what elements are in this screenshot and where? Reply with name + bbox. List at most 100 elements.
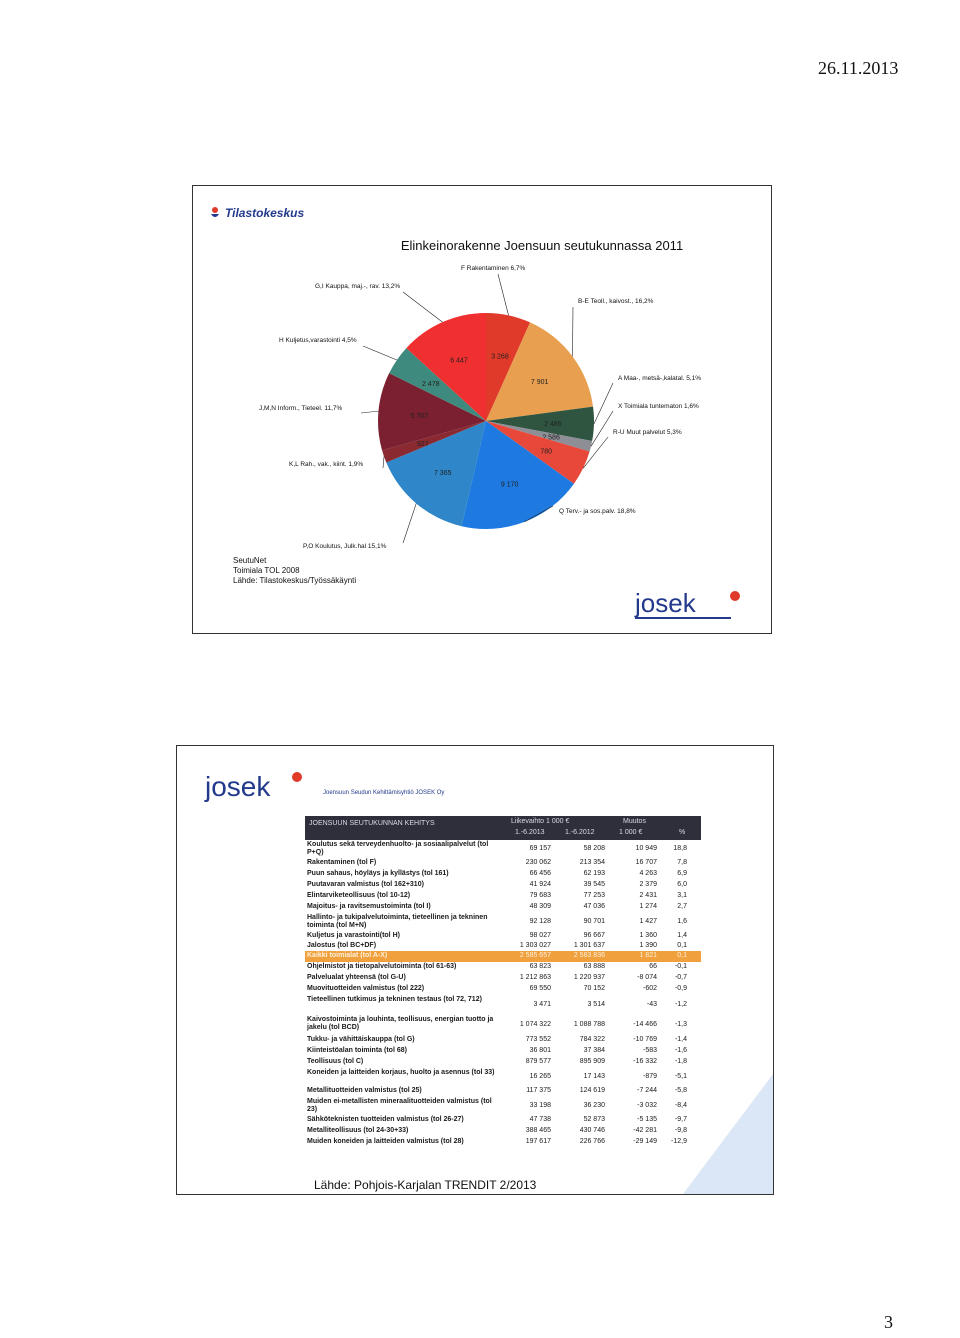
- value-2012: 96 667: [583, 932, 605, 939]
- pie-slice: [486, 322, 594, 421]
- pie-value-label: 7 901: [531, 379, 549, 386]
- pie-category-label: P,O Koulutus, Julk.hal 15,1%: [303, 543, 387, 550]
- value-2012: 895 909: [579, 1058, 605, 1065]
- row-label: Hallinto- ja tukipalvelutoiminta, tietee…: [307, 914, 488, 929]
- table-body: Koulutus sekä terveydenhuolto- ja sosiaa…: [305, 840, 701, 1148]
- value-2013: 16 265: [529, 1073, 551, 1080]
- pie-leader-line: [362, 345, 397, 361]
- table-row: Kaivostoiminta ja louhinta, teollisuus, …: [305, 1015, 701, 1035]
- row-label: Muiden koneiden ja laitteiden valmistus …: [307, 1138, 464, 1145]
- row-label: Teollisuus (tol C): [307, 1058, 364, 1065]
- josek-subtitle: Joensuun Seudun Kehittämisyhtiö JOSEK Oy: [323, 790, 445, 796]
- table-row: Muiden ei-metallisten mineraalituotteide…: [305, 1097, 701, 1115]
- row-label: Muovituotteiden valmistus (tol 222): [307, 985, 425, 992]
- value-2012: 226 766: [579, 1138, 605, 1145]
- pie-leader-line: [382, 456, 385, 469]
- change-eur: 10 949: [635, 845, 657, 852]
- row-label: Koulutus sekä terveydenhuolto- ja sosiaa…: [307, 841, 489, 856]
- change-eur: 1 390: [639, 942, 657, 949]
- pie-slice: [389, 348, 486, 421]
- row-label: Puun sahaus, höyläys ja kyllästys (tol 1…: [307, 870, 449, 877]
- table-row: Hallinto- ja tukipalvelutoiminta, tietee…: [305, 913, 701, 931]
- value-2013: 879 577: [525, 1058, 551, 1065]
- value-2012: 124 619: [579, 1087, 605, 1094]
- table-row: Palvelualat yhteensä (tol G-U) 1 212 863 1…: [305, 973, 701, 984]
- col-a: 1.-6.2013: [515, 829, 545, 836]
- row-label: Sähköteknisten tuotteiden valmistus (tol…: [307, 1116, 464, 1123]
- value-2012: 52 873: [583, 1116, 605, 1123]
- pie-leader-line: [402, 291, 443, 323]
- pie-value-label: 780: [540, 448, 552, 455]
- value-2012: 47 036: [583, 903, 605, 910]
- row-label: Tieteellinen tutkimus ja tekninen testau…: [307, 996, 482, 1003]
- value-2013: 69 550: [529, 985, 551, 992]
- josek-header: josek Joensuun Seudun Kehittämisyhtiö JO…: [203, 768, 444, 802]
- pie-value-label: 9 170: [501, 482, 519, 489]
- pie-category-label: K,L Rah., vak., kiint. 1,9%: [289, 461, 363, 468]
- pie-slice: [378, 373, 486, 451]
- pie-category-label: G,I Kauppa, maj.-, rav. 13,2%: [315, 283, 400, 290]
- col-b: 1.-6.2012: [565, 829, 595, 836]
- table-row: Kiinteistöalan toiminta (tol 68) 36 801 37…: [305, 1046, 701, 1057]
- value-2013: 63 823: [529, 963, 551, 970]
- source-line: Toimiala TOL 2008: [233, 566, 300, 575]
- change-pct: -1,4: [674, 1036, 687, 1043]
- change-eur: -3 032: [637, 1102, 657, 1109]
- change-eur: -602: [642, 985, 657, 992]
- change-pct: 6,9: [677, 870, 687, 877]
- row-label: Tukku- ja vähittäiskauppa (tol G): [307, 1036, 415, 1043]
- row-label: Kaikki toimialat (tol A-X): [307, 952, 388, 959]
- change-pct: 0,1: [677, 942, 687, 949]
- value-2012: 1 088 788: [573, 1021, 605, 1028]
- table-row: Elintarviketeollisuus (tol 10-12) 79 683 7…: [305, 891, 701, 902]
- change-eur: -42 281: [633, 1127, 657, 1134]
- pie-value-label: 3 268: [491, 354, 509, 361]
- value-2013: 92 128: [529, 918, 551, 925]
- pie-leader-line: [524, 505, 554, 523]
- change-eur: 1 427: [639, 918, 657, 925]
- table-row: Rakentaminen (tol F) 230 062 213 354 16 707…: [305, 858, 701, 869]
- value-2013: 388 465: [525, 1127, 551, 1134]
- row-label: Metalliteollisuus (tol 24-30+33): [307, 1127, 409, 1134]
- value-2012: 1 220 937: [573, 974, 605, 981]
- pie-leader-line: [590, 410, 614, 447]
- pie-value-label: 2 486: [544, 421, 562, 428]
- table-row: Puun sahaus, höyläys ja kyllästys (tol 1…: [305, 869, 701, 880]
- table-row: Jalostus (tol BC+DF) 1 303 027 1 301 637 1 …: [305, 941, 701, 951]
- change-pct: 6,0: [677, 881, 687, 888]
- row-label: Kuljetus ja varastointi(tol H): [307, 932, 400, 939]
- row-label: Koneiden ja laitteiden korjaus, huolto j…: [307, 1069, 495, 1076]
- value-2013: 1 074 322: [519, 1021, 551, 1028]
- table-row: Ohjelmistot ja tietopalvelutoiminta (tol…: [305, 962, 701, 973]
- table-row: Sähköteknisten tuotteiden valmistus (tol…: [305, 1115, 701, 1126]
- change-pct: -1,2: [674, 1001, 687, 1008]
- table-row: Koulutus sekä terveydenhuolto- ja sosiaa…: [305, 840, 701, 858]
- pie-category-label: J,M,N Inform., Tieteel. 11,7%: [259, 405, 343, 412]
- col-group-change: Muutos: [623, 818, 646, 825]
- change-eur: -10 769: [633, 1036, 657, 1043]
- change-pct: -1,8: [674, 1058, 687, 1065]
- source-line: SeutuNet: [233, 556, 267, 565]
- value-2012: 2 583 836: [573, 952, 605, 959]
- change-eur: 1 821: [639, 952, 657, 959]
- change-pct: -0,9: [674, 985, 687, 992]
- value-2012: 77 253: [583, 892, 605, 899]
- pie-leader-line: [497, 273, 509, 316]
- table-row: Puutavaran valmistus (tol 162+310) 41 924…: [305, 880, 701, 891]
- pie-value-label: 6 447: [450, 358, 468, 365]
- table-row: Teollisuus (tol C) 879 577 895 909 -16 332 -…: [305, 1057, 701, 1068]
- change-pct: -9,8: [674, 1127, 687, 1134]
- pie-category-label: F Rakentaminen 6,7%: [461, 265, 526, 272]
- col-group-revenue: Liikevaihto 1 000 €: [511, 818, 570, 825]
- change-eur: 1 360: [639, 932, 657, 939]
- page-date: 26.11.2013: [818, 58, 899, 78]
- change-eur: 4 263: [639, 870, 657, 877]
- value-2012: 784 322: [579, 1036, 605, 1043]
- value-2012: 58 208: [583, 845, 605, 852]
- pie-value-label: 2 478: [422, 381, 440, 388]
- value-2012: 36 230: [583, 1102, 605, 1109]
- pie-slice: [486, 421, 590, 484]
- row-label: Kaivostoiminta ja louhinta, teollisuus, …: [307, 1016, 494, 1031]
- value-2012: 63 888: [583, 963, 605, 970]
- change-pct: 1,4: [677, 932, 687, 939]
